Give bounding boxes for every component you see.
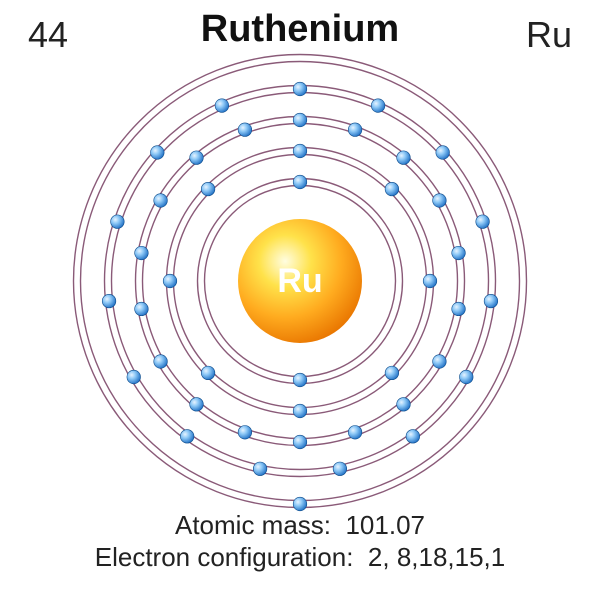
electron-shell4-14 bbox=[436, 146, 450, 160]
electron-shell4-7 bbox=[180, 430, 194, 444]
electron-shell3-6 bbox=[135, 302, 149, 316]
nucleus-symbol: Ru bbox=[277, 262, 322, 300]
electron-shell4-4 bbox=[111, 215, 125, 229]
electron-shell4-2 bbox=[215, 99, 229, 113]
element-name: Ruthenium bbox=[0, 8, 600, 51]
electron-shell3-2 bbox=[238, 123, 252, 137]
electron-shell3-14 bbox=[452, 302, 466, 316]
electron-shell2-6 bbox=[385, 366, 399, 380]
electron-shell3-16 bbox=[433, 194, 447, 208]
atomic-mass-line: Atomic mass: 101.07 bbox=[0, 510, 600, 541]
electron-shell4-8 bbox=[253, 462, 267, 476]
electron-shell2-4 bbox=[201, 366, 215, 380]
electron-shell3-4 bbox=[154, 194, 168, 208]
electron-config-label: Electron configuration: bbox=[95, 542, 354, 572]
electron-shell1-1 bbox=[293, 175, 307, 189]
electron-shell3-8 bbox=[190, 398, 204, 412]
electron-shell3-15 bbox=[452, 246, 466, 260]
electron-config-line: Electron configuration: 2, 8,18,15,1 bbox=[0, 542, 600, 573]
electron-shell3-3 bbox=[190, 151, 204, 165]
electron-shell2-2 bbox=[201, 182, 215, 196]
electron-shell3-11 bbox=[348, 425, 362, 439]
atomic-mass-value: 101.07 bbox=[345, 510, 425, 540]
electron-shell4-11 bbox=[459, 370, 473, 384]
electron-shell2-3 bbox=[163, 274, 177, 288]
electron-shell4-12 bbox=[484, 294, 498, 308]
electron-shell3-18 bbox=[348, 123, 362, 137]
electron-shell3-17 bbox=[397, 151, 411, 165]
electron-config-value: 2, 8,18,15,1 bbox=[368, 542, 505, 572]
electron-shell3-13 bbox=[433, 355, 447, 369]
electron-shell2-5 bbox=[293, 404, 307, 418]
electron-shell3-1 bbox=[293, 113, 307, 127]
electron-shell4-9 bbox=[333, 462, 347, 476]
electron-shell1-2 bbox=[293, 373, 307, 387]
bohr-diagram: Ru bbox=[65, 46, 535, 516]
electron-shell4-1 bbox=[293, 82, 307, 96]
electron-shell4-10 bbox=[406, 430, 420, 444]
electron-shell3-12 bbox=[397, 398, 411, 412]
electron-shell4-13 bbox=[476, 215, 490, 229]
electron-shell3-10 bbox=[293, 435, 307, 449]
electron-shell4-15 bbox=[371, 99, 385, 113]
electron-shell3-7 bbox=[154, 355, 168, 369]
atomic-mass-label: Atomic mass: bbox=[175, 510, 331, 540]
electron-shell4-5 bbox=[102, 294, 116, 308]
electron-shell4-3 bbox=[151, 146, 165, 160]
electron-shell5-1 bbox=[293, 497, 307, 511]
electron-shell4-6 bbox=[127, 370, 141, 384]
electron-shell2-7 bbox=[423, 274, 437, 288]
electron-shell3-9 bbox=[238, 425, 252, 439]
electron-shell3-5 bbox=[135, 246, 149, 260]
electron-shell2-8 bbox=[385, 182, 399, 196]
electron-shell2-1 bbox=[293, 144, 307, 158]
